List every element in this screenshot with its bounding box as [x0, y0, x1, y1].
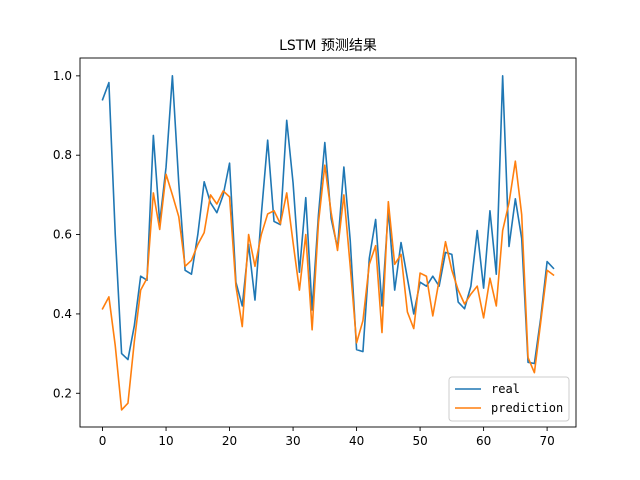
series-layer	[101, 75, 555, 411]
legend: real prediction	[448, 376, 570, 422]
x-tick-label: 40	[349, 434, 364, 448]
axes-frame	[79, 57, 577, 428]
legend-box	[448, 376, 570, 422]
x-tick-label: 30	[285, 434, 300, 448]
x-tick-label: 10	[158, 434, 173, 448]
y-tick-label: 0.4	[53, 307, 72, 321]
series-line-real	[101, 75, 555, 365]
x-tick-label: 70	[539, 434, 554, 448]
y-axis: 0.2 0.4 0.6 0.8 1.0	[53, 69, 80, 400]
y-tick-label: 0.2	[53, 386, 72, 400]
x-tick-label: 50	[412, 434, 427, 448]
y-tick-label: 1.0	[53, 69, 72, 83]
legend-label-prediction: prediction	[491, 401, 563, 415]
y-tick-label: 0.6	[53, 228, 72, 242]
axes-border	[79, 57, 577, 428]
x-axis: 0 10 20 30 40 50 60 70	[99, 427, 555, 448]
chart-title: LSTM 预测结果	[279, 38, 377, 54]
x-tick-label: 0	[99, 434, 107, 448]
legend-label-real: real	[491, 382, 520, 396]
x-tick-label: 60	[476, 434, 491, 448]
y-tick-label: 0.8	[53, 148, 72, 162]
series-line-prediction	[101, 160, 555, 411]
x-tick-label: 20	[222, 434, 237, 448]
